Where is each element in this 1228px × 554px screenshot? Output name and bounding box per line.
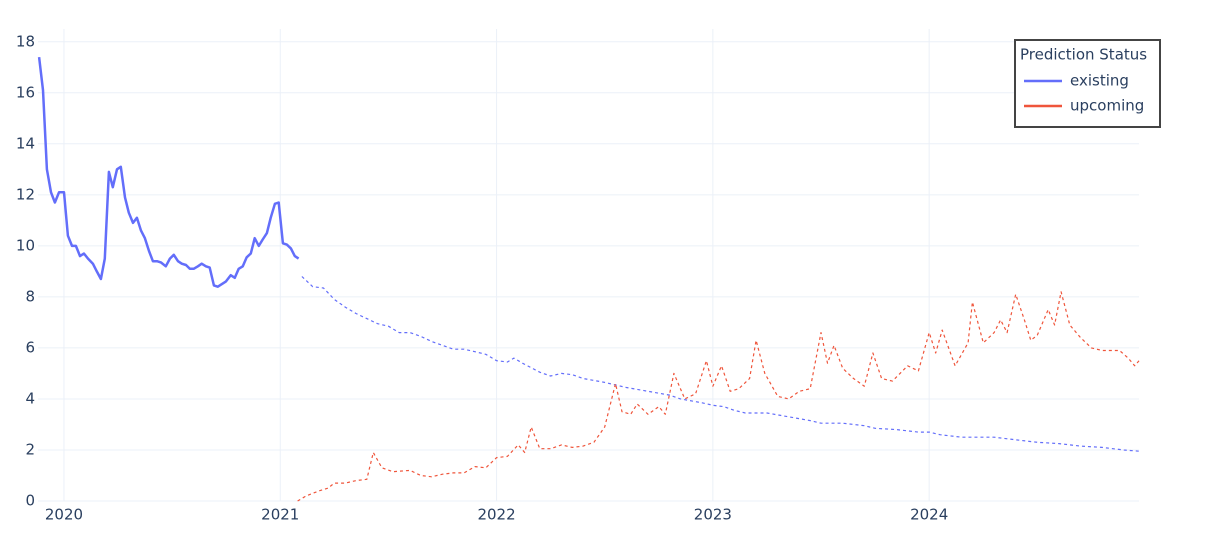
x-tick-label: 2024 bbox=[910, 506, 948, 524]
legend-label: existing bbox=[1070, 72, 1129, 90]
legend-title: Prediction Status bbox=[1020, 46, 1147, 64]
series-line bbox=[301, 276, 1140, 452]
y-tick-label: 2 bbox=[25, 440, 35, 458]
y-tick-label: 10 bbox=[16, 236, 35, 254]
y-tick-label: 18 bbox=[16, 32, 35, 50]
y-tick-label: 6 bbox=[25, 338, 35, 356]
y-tick-label: 8 bbox=[25, 287, 35, 305]
legend: Prediction Status existing upcoming bbox=[1014, 39, 1161, 128]
series-line bbox=[297, 291, 1140, 502]
y-tick-label: 4 bbox=[25, 389, 35, 407]
y-tick-label: 14 bbox=[16, 134, 35, 152]
x-tick-label: 2021 bbox=[261, 506, 299, 524]
series-line bbox=[37, 56, 300, 288]
y-tick-label: 12 bbox=[16, 185, 35, 203]
legend-box bbox=[1014, 39, 1161, 128]
x-tick-label: 2023 bbox=[694, 506, 732, 524]
y-tick-label: 16 bbox=[16, 83, 35, 101]
x-tick-label: 2020 bbox=[45, 506, 83, 524]
y-tick-label: 0 bbox=[25, 492, 35, 510]
x-tick-label: 2022 bbox=[477, 506, 515, 524]
legend-label: upcoming bbox=[1070, 97, 1144, 115]
